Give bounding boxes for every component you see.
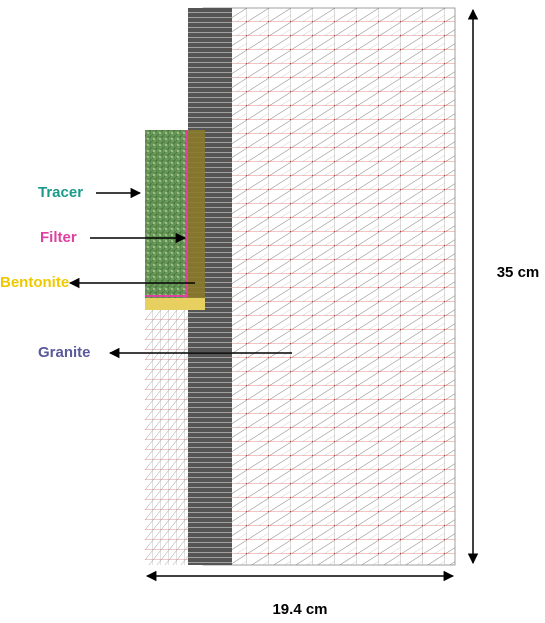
bentonite-base — [145, 298, 205, 310]
granite-mesh — [203, 8, 455, 565]
granite-label: Granite — [38, 344, 91, 361]
width-label: 19.4 cm — [272, 601, 327, 618]
mesh — [145, 8, 455, 565]
mesh-diagram: Tracer Filter Bentonite Granite 35 cm 19… — [0, 0, 545, 623]
bentonite-label: Bentonite — [0, 274, 69, 291]
height-label: 35 cm — [497, 264, 540, 281]
tracer-label: Tracer — [38, 184, 83, 201]
filter-label: Filter — [40, 229, 77, 246]
tracer-region — [145, 130, 188, 298]
